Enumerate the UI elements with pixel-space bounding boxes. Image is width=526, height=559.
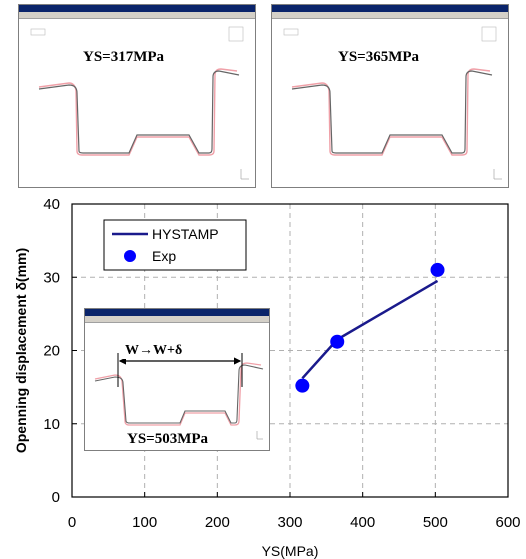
window-titlebar (85, 309, 269, 316)
data-point-exp (430, 262, 445, 277)
x-tick-label: 200 (205, 514, 230, 531)
window-titlebar (272, 5, 508, 12)
x-axis-title: YS(MPa) (262, 543, 319, 559)
data-point-exp (330, 334, 345, 349)
x-tick-label: 0 (68, 514, 76, 531)
section-profile-503 (94, 353, 264, 440)
window-menubar (272, 12, 508, 19)
axes (71, 203, 509, 498)
series-line-hystamp (301, 279, 439, 380)
simulation-window-317: YS=317MPa (18, 4, 256, 188)
y-tick-label: 30 (43, 269, 60, 286)
plot-marks (295, 262, 445, 393)
inset-annotation: W→W+δ (123, 343, 185, 359)
simulation-window-365: YS=365MPa (271, 4, 509, 188)
y-tick-label: 40 (43, 196, 60, 213)
x-tick-label: 400 (350, 514, 375, 531)
y-tick-label: 0 (52, 489, 60, 506)
window-titlebar (19, 5, 255, 12)
window-menubar (85, 316, 269, 323)
panel-label: YS=317MPa (83, 49, 165, 65)
data-point-exp (295, 378, 310, 393)
panel-label: YS=365MPa (338, 49, 420, 65)
x-tick-label: 500 (423, 514, 448, 531)
y-tick-label: 20 (43, 343, 60, 360)
x-tick-label: 600 (495, 514, 520, 531)
x-tick-label: 300 (277, 514, 302, 531)
y-tick-label: 10 (43, 416, 60, 433)
tick-labels: 0 100 200 300 400 500 600 0 10 20 30 40 (43, 196, 520, 531)
window-menubar (19, 12, 255, 19)
simulation-window-503: W→W+δ YS=503MPa (84, 308, 270, 451)
y-axis-title: Openning displacement δ(mm) (13, 248, 29, 453)
section-profile-365 (283, 26, 502, 180)
x-tick-label: 100 (132, 514, 157, 531)
section-profile-317 (30, 26, 249, 180)
inset-label: YS=503MPa (127, 431, 209, 447)
